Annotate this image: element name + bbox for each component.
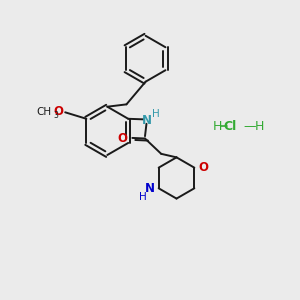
Text: N: N — [145, 182, 155, 195]
Text: H: H — [213, 120, 222, 133]
Text: O: O — [118, 132, 128, 145]
Text: H: H — [139, 191, 146, 202]
Text: O: O — [198, 160, 208, 174]
Text: N: N — [142, 114, 152, 127]
Text: O: O — [54, 105, 64, 118]
Text: 3: 3 — [53, 111, 58, 120]
Text: H: H — [152, 109, 160, 119]
Text: —: — — [244, 120, 256, 133]
Text: H: H — [254, 120, 264, 133]
Text: Cl: Cl — [224, 120, 237, 133]
Text: CH: CH — [36, 107, 51, 117]
